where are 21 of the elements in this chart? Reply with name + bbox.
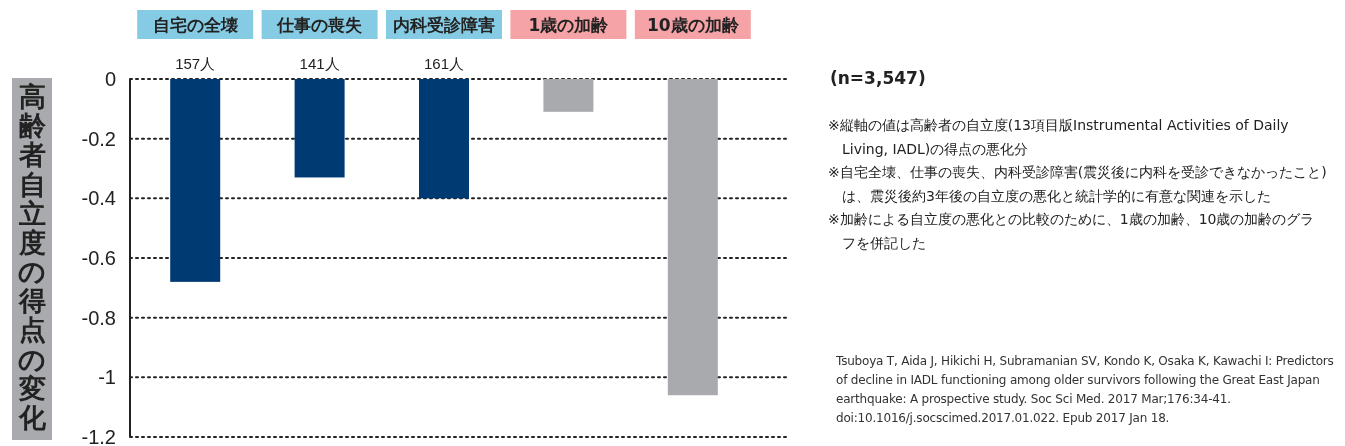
x-tick-label: 10歳の加齢 (646, 15, 740, 35)
text: (n=3,547) (830, 68, 926, 88)
text: ※自宅全壊、仕事の喪失、内科受診障害(震災後に内科を受診できなかったこと)は、震災後約3年後の自立度の悪化と統計学的に有意な関連を示した (828, 163, 1328, 206)
x-tick-label: 仕事の喪失 (276, 15, 363, 35)
y-tick-label: -0.4 (81, 187, 116, 210)
y-tick-label: -0.8 (81, 306, 116, 329)
y-tick-label: -1 (98, 366, 116, 389)
annotation: 157人 (175, 55, 216, 72)
y-tick-label: -0.6 (81, 247, 116, 269)
x-tick-label: 自宅の全壊 (152, 15, 238, 35)
y-tick-label: -0.2 (81, 127, 116, 150)
y-tick-label: -1.2 (81, 426, 116, 446)
text: Tsuboya T, Aida J, Hikichi H, Subramanian SV, Kondo K, Osaka K, Kawachi I: Predictors of decline in IADL functioning among older survivors following the Great East Japan earthquake: A prospective study. Soc Sci Med. 2017 Mar;176:34-41. doi:10.1016/j.socscimed.2017.01.022. Epub 2017 Jan 18. (836, 353, 1335, 427)
x-tick-label: 内科受診障害 (393, 15, 495, 35)
y-tick-label: 0 (104, 68, 116, 90)
annotation: 161人 (423, 55, 465, 72)
annotation: 141人 (299, 55, 340, 72)
text: 高齢者自立度の得点の変化 (18, 81, 46, 433)
x-tick-label: 1歳の加齢 (528, 15, 610, 35)
text: ※縦軸の値は高齢者の自立度(13項目版Instrumental Activities of Daily Living, IADL)の得点の悪化分 (828, 116, 1290, 159)
text: ※加齢による自立度の悪化との比較のために、1歳の加齢、10歳の加齢のグラフを併記した (828, 210, 1316, 253)
